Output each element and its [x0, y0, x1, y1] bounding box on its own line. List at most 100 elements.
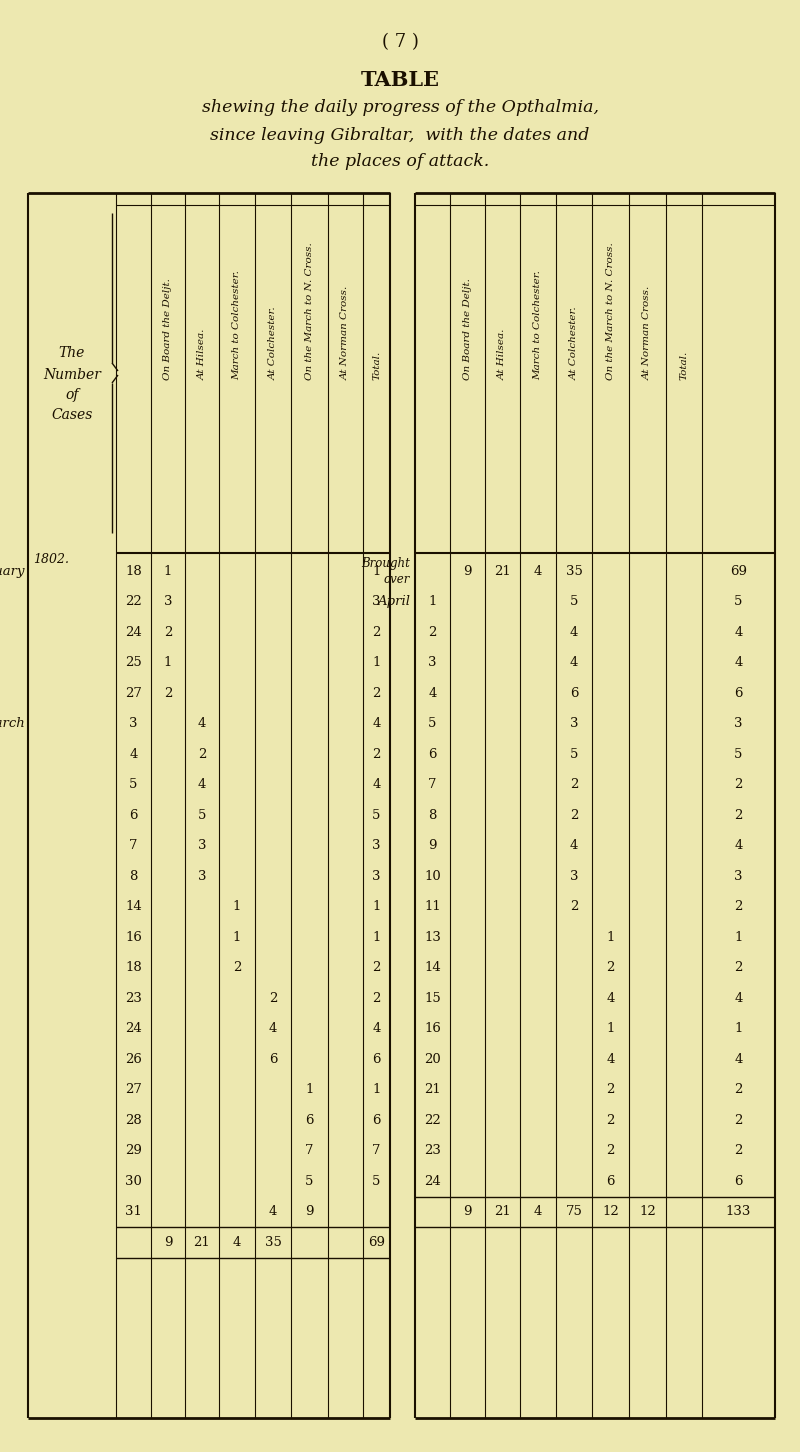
Text: 24: 24 [125, 626, 142, 639]
Text: the places of attack.: the places of attack. [311, 154, 489, 170]
Text: At Colchester.: At Colchester. [269, 306, 278, 380]
Text: 5: 5 [372, 1175, 381, 1188]
Text: 13: 13 [424, 931, 441, 944]
Text: At Hilsea.: At Hilsea. [498, 328, 507, 380]
Text: 2: 2 [164, 687, 172, 700]
Text: over: over [384, 572, 410, 585]
Text: Number: Number [43, 367, 101, 382]
Text: 133: 133 [726, 1205, 751, 1218]
Text: 6: 6 [734, 687, 742, 700]
Text: 2: 2 [428, 626, 437, 639]
Text: 3: 3 [734, 870, 742, 883]
Text: 1: 1 [372, 931, 381, 944]
Text: 2: 2 [734, 809, 742, 822]
Text: 5: 5 [570, 595, 578, 608]
Text: 1: 1 [428, 595, 437, 608]
Text: 4: 4 [372, 778, 381, 791]
Text: 6: 6 [734, 1175, 742, 1188]
Text: 1: 1 [372, 565, 381, 578]
Text: 15: 15 [424, 992, 441, 1005]
Text: 8: 8 [130, 870, 138, 883]
Text: 3: 3 [164, 595, 172, 608]
Text: 4: 4 [372, 1022, 381, 1035]
Text: 21: 21 [424, 1083, 441, 1096]
Text: 2: 2 [372, 992, 381, 1005]
Text: 2: 2 [734, 961, 742, 974]
Text: 3: 3 [372, 870, 381, 883]
Text: 1: 1 [233, 900, 241, 913]
Text: 1: 1 [734, 931, 742, 944]
Text: April: April [377, 595, 410, 608]
Text: 4: 4 [428, 687, 437, 700]
Text: ( 7 ): ( 7 ) [382, 33, 418, 51]
Text: 6: 6 [570, 687, 578, 700]
Text: 7: 7 [306, 1144, 314, 1157]
Text: 26: 26 [125, 1053, 142, 1066]
Text: 4: 4 [233, 1236, 241, 1249]
Text: 16: 16 [125, 931, 142, 944]
Text: 11: 11 [424, 900, 441, 913]
Text: 5: 5 [130, 778, 138, 791]
Text: Total.: Total. [679, 351, 689, 380]
Text: March to Colchester.: March to Colchester. [233, 270, 242, 380]
Text: shewing the daily progress of the Opthalmia,: shewing the daily progress of the Opthal… [202, 100, 598, 116]
Text: 24: 24 [125, 1022, 142, 1035]
Text: 2: 2 [606, 961, 614, 974]
Text: 2: 2 [606, 1144, 614, 1157]
Text: of: of [66, 388, 78, 402]
Text: 35: 35 [566, 565, 582, 578]
Text: 8: 8 [428, 809, 437, 822]
Text: 2: 2 [372, 961, 381, 974]
Text: 2: 2 [198, 748, 206, 761]
Text: 4: 4 [198, 717, 206, 730]
Text: 1: 1 [233, 931, 241, 944]
Text: 1: 1 [372, 900, 381, 913]
Text: 2: 2 [734, 1144, 742, 1157]
Text: 4: 4 [570, 656, 578, 669]
Text: 2: 2 [570, 778, 578, 791]
Text: 2: 2 [164, 626, 172, 639]
Text: 14: 14 [125, 900, 142, 913]
Text: 28: 28 [125, 1114, 142, 1127]
Text: 9: 9 [306, 1205, 314, 1218]
Text: 16: 16 [424, 1022, 441, 1035]
Text: 4: 4 [606, 992, 614, 1005]
Text: 2: 2 [606, 1083, 614, 1096]
Text: 9: 9 [463, 1205, 472, 1218]
Text: February: February [0, 565, 25, 578]
Text: 14: 14 [424, 961, 441, 974]
Text: 4: 4 [130, 748, 138, 761]
Text: 18: 18 [125, 565, 142, 578]
Text: 6: 6 [372, 1114, 381, 1127]
Text: 4: 4 [734, 839, 742, 852]
Text: 9: 9 [463, 565, 472, 578]
Text: 4: 4 [570, 626, 578, 639]
Text: 7: 7 [428, 778, 437, 791]
Text: 5: 5 [306, 1175, 314, 1188]
Text: 2: 2 [734, 1114, 742, 1127]
Text: 6: 6 [372, 1053, 381, 1066]
Text: since leaving Gibraltar,  with the dates and: since leaving Gibraltar, with the dates … [210, 126, 590, 144]
Text: On the March to N. Cross.: On the March to N. Cross. [606, 242, 615, 380]
Text: 4: 4 [734, 1053, 742, 1066]
Text: March to Colchester.: March to Colchester. [534, 270, 542, 380]
Text: 27: 27 [125, 687, 142, 700]
Text: 4: 4 [269, 1205, 277, 1218]
Text: 7: 7 [130, 839, 138, 852]
Text: 2: 2 [734, 1083, 742, 1096]
Text: 22: 22 [424, 1114, 441, 1127]
Text: 1: 1 [372, 1083, 381, 1096]
Text: 2: 2 [372, 687, 381, 700]
Text: 5: 5 [734, 595, 742, 608]
Text: 3: 3 [130, 717, 138, 730]
Text: 4: 4 [534, 1205, 542, 1218]
Text: 12: 12 [602, 1205, 619, 1218]
Text: 6: 6 [428, 748, 437, 761]
Text: 2: 2 [570, 900, 578, 913]
Text: 29: 29 [125, 1144, 142, 1157]
Text: March: March [0, 717, 25, 730]
Text: 3: 3 [198, 839, 206, 852]
Text: 5: 5 [372, 809, 381, 822]
Text: 21: 21 [494, 565, 511, 578]
Text: 10: 10 [424, 870, 441, 883]
